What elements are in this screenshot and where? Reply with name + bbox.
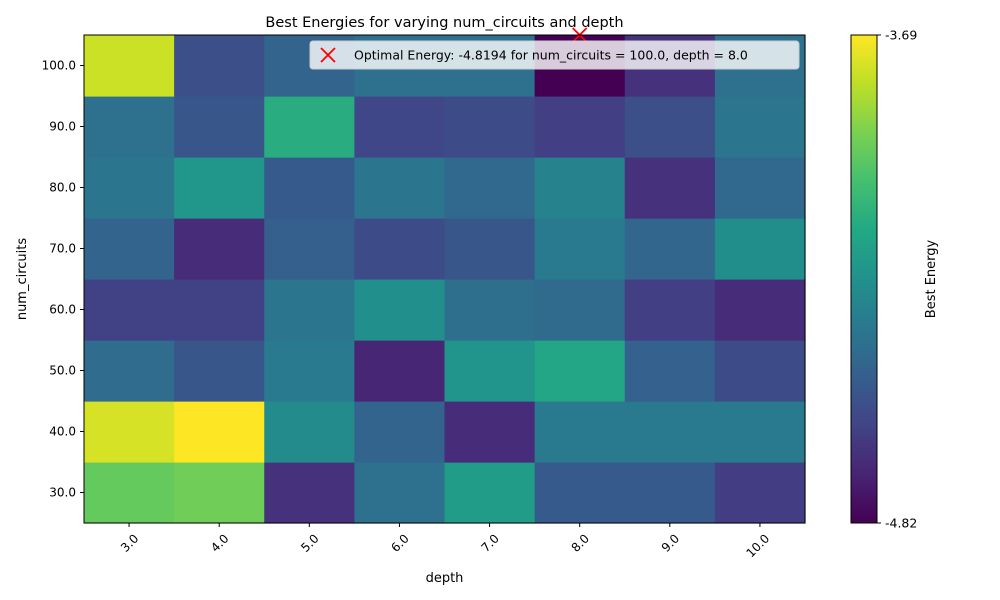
heatmap-cell — [534, 401, 626, 463]
heatmap-cell — [534, 96, 626, 158]
heatmap-cell — [264, 218, 355, 280]
colorbar: -3.69 -4.82 Best Energy — [850, 28, 939, 531]
heatmap-cell — [534, 340, 626, 402]
x-tick-label: 9.0 — [659, 531, 682, 554]
y-tick-label: 80.0 — [49, 181, 76, 195]
y-tick-label: 70.0 — [49, 242, 76, 256]
legend: Optimal Energy: -4.8194 for num_circuits… — [309, 40, 800, 70]
x-tick-label: 3.0 — [118, 531, 141, 554]
heatmap-cell — [354, 340, 446, 402]
y-tick-label: 40.0 — [49, 425, 76, 439]
heatmap-cell — [84, 462, 175, 524]
heatmap-cell — [624, 96, 716, 158]
legend-marker — [320, 47, 336, 63]
heatmap-cell — [444, 279, 536, 341]
y-axis-label: num_circuits — [15, 238, 30, 321]
heatmap-cell — [84, 340, 175, 402]
heatmap-cell — [714, 340, 806, 402]
y-tick-label: 60.0 — [49, 303, 76, 317]
plot-frame — [83, 34, 806, 524]
heatmap-cell — [624, 462, 716, 524]
heatmap-cell — [714, 96, 806, 158]
heatmap-cell — [444, 96, 536, 158]
heatmap-cell — [444, 218, 536, 280]
x-axis: 3.0 4.0 5.0 6.0 7.0 8.0 9.0 10.0 — [118, 523, 772, 560]
heatmap-cell — [84, 218, 175, 280]
heatmap-cell — [264, 157, 355, 219]
heatmap-cell — [714, 157, 806, 219]
heatmap-cell — [84, 401, 175, 463]
heatmap-cell — [624, 340, 716, 402]
heatmap-cell — [534, 462, 626, 524]
heatmap-cell — [264, 279, 355, 341]
heatmap-cell — [534, 157, 626, 219]
heatmap-cell — [624, 401, 716, 463]
heatmap-cell — [174, 157, 265, 219]
heatmap-cell — [444, 462, 536, 524]
heatmap-cell — [354, 279, 446, 341]
heatmap-cell — [174, 340, 265, 402]
heatmap-cell — [354, 462, 446, 524]
heatmap-cell — [444, 340, 536, 402]
heatmap-cell — [354, 401, 446, 463]
heatmap-cell — [534, 218, 626, 280]
heatmap-cells — [84, 35, 806, 524]
heatmap-cell — [534, 279, 626, 341]
heatmap-cell — [84, 35, 175, 97]
heatmap-cell — [264, 462, 355, 524]
heatmap-cell — [264, 340, 355, 402]
heatmap-cell — [714, 462, 806, 524]
heatmap-cell — [444, 401, 536, 463]
colorbar-label: Best Energy — [924, 239, 939, 318]
x-tick-label: 5.0 — [298, 531, 321, 554]
x-tick-label: 8.0 — [569, 531, 592, 554]
x-tick-label: 4.0 — [208, 531, 231, 554]
heatmap-cell — [84, 279, 175, 341]
heatmap-cell — [714, 218, 806, 280]
heatmap-cell — [714, 401, 806, 463]
heatmap-cell — [174, 279, 265, 341]
heatmap-cell — [264, 96, 355, 158]
heatmap-cell — [624, 279, 716, 341]
legend-label: Optimal Energy: -4.8194 for num_circuits… — [354, 48, 748, 63]
x-tick-label: 7.0 — [479, 531, 502, 554]
heatmap-cell — [174, 96, 265, 158]
heatmap-cell — [714, 279, 806, 341]
y-tick-label: 90.0 — [49, 120, 76, 134]
heatmap-cell — [84, 96, 175, 158]
x-tick-label: 6.0 — [388, 531, 411, 554]
heatmap-cell — [444, 157, 536, 219]
heatmap-cell — [624, 218, 716, 280]
y-tick-label: 100.0 — [42, 59, 76, 73]
heatmap-cell — [624, 157, 716, 219]
colorbar-gradient — [850, 34, 878, 524]
y-tick-label: 50.0 — [49, 364, 76, 378]
heatmap-cell — [84, 157, 175, 219]
y-tick-label: 30.0 — [49, 486, 76, 500]
heatmap-cell — [354, 157, 446, 219]
y-axis: 30.0 40.0 50.0 60.0 70.0 80.0 90.0 100.0 — [42, 59, 84, 500]
colorbar-tick-label: -4.82 — [885, 516, 917, 531]
chart-title: Best Energies for varying num_circuits a… — [265, 15, 623, 31]
heatmap-cell — [174, 218, 265, 280]
heatmap-cell — [174, 462, 265, 524]
heatmap-cell — [174, 35, 265, 97]
heatmap-cell — [354, 96, 446, 158]
heatmap-cell — [174, 401, 265, 463]
heatmap-cell — [354, 218, 446, 280]
x-axis-label: depth — [426, 571, 464, 586]
heatmap-cell — [264, 401, 355, 463]
colorbar-tick-label: -3.69 — [885, 28, 917, 43]
legend-box — [309, 40, 800, 70]
x-tick-label: 10.0 — [743, 531, 772, 560]
